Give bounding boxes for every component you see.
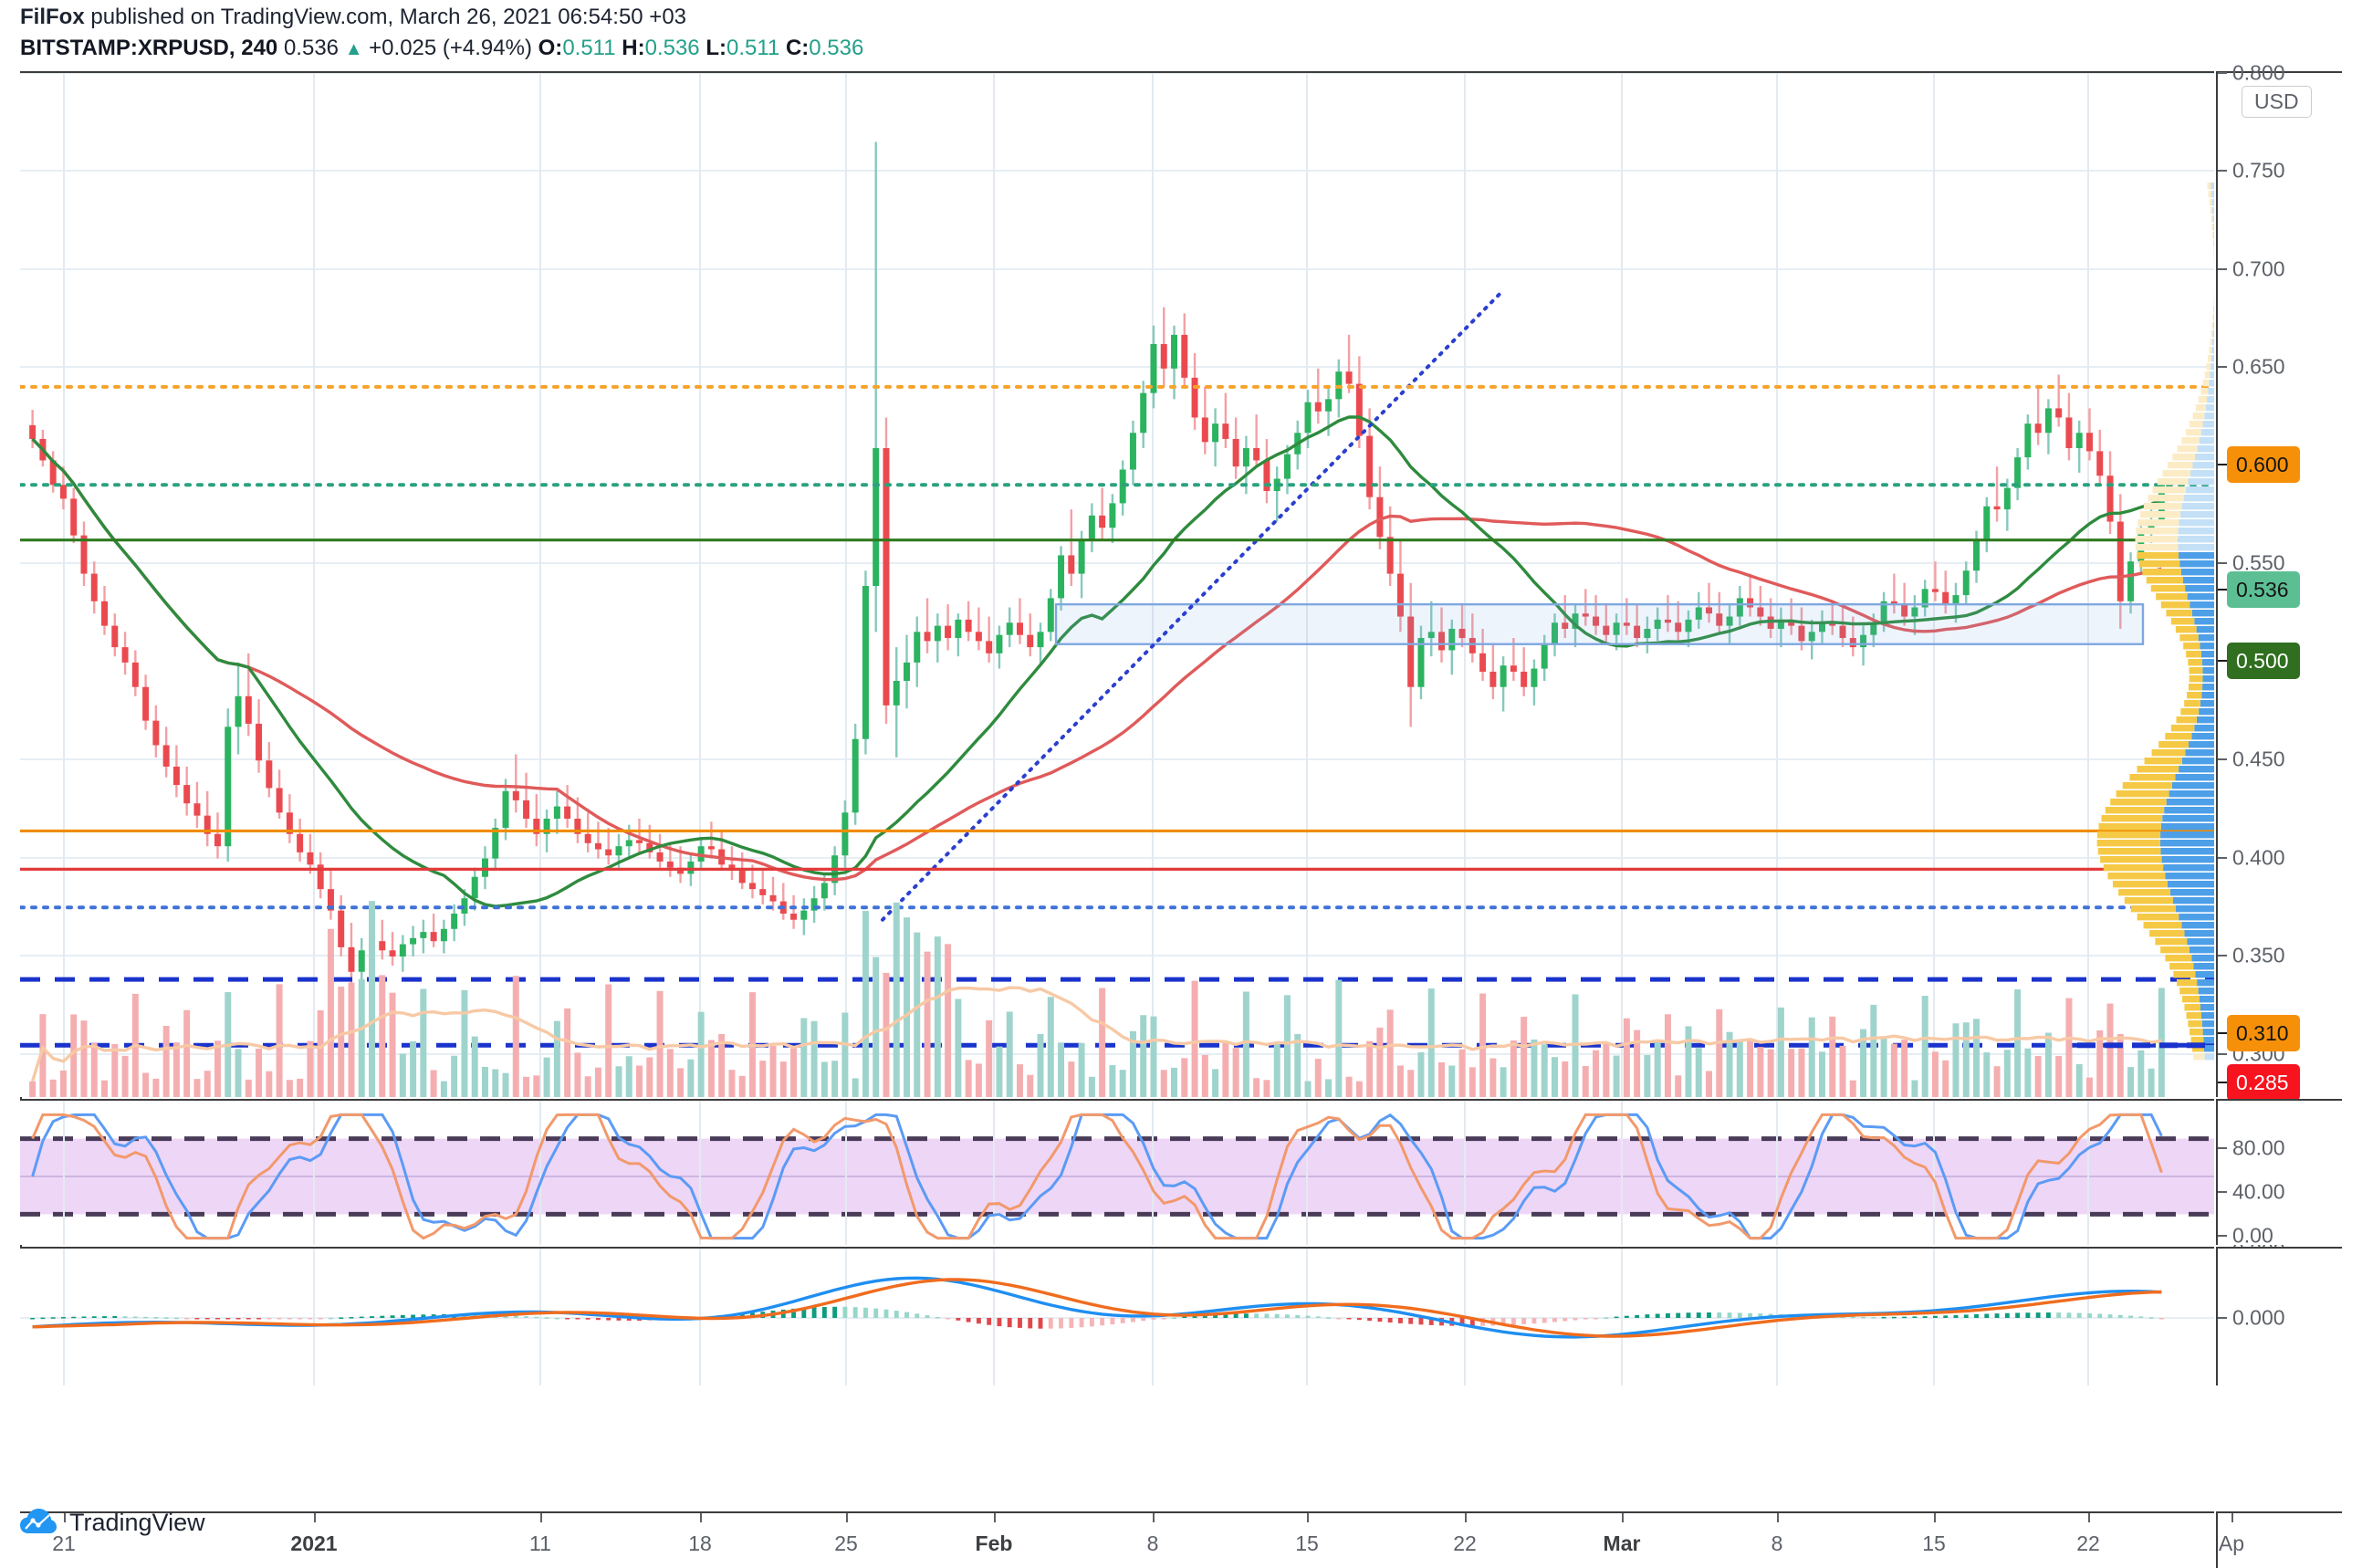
stoch-tick-label: 40.00 [2232,1180,2285,1205]
time-axis-right-corner [2216,1511,2342,1568]
volume-histogram [29,901,2165,1097]
price-tick-mark [2218,1053,2227,1055]
close-key: C: [786,36,809,60]
triangle-up-icon: ▲ [345,39,363,59]
time-tick-label: 8 [1147,1531,1159,1556]
currency-chip[interactable]: USD [2242,86,2312,118]
price-tick-mark [2218,366,2227,368]
time-tick-mark [994,1513,996,1522]
price-tick-label: 0.750 [2232,159,2285,183]
price-tick-label: 0.650 [2232,355,2285,380]
price-badge[interactable]: 0.310 [2227,1015,2300,1051]
time-tick-label: 22 [1453,1531,1477,1556]
time-tick-label: 8 [1772,1531,1783,1556]
time-tick-mark [1934,1513,1936,1522]
stoch-tick-label: 0.00 [2232,1224,2273,1249]
time-tick-mark [314,1513,316,1522]
price-tick-mark [2218,955,2227,956]
price-tick-label: 0.800 [2232,61,2285,86]
stoch-tick-label: 80.00 [2232,1136,2285,1161]
macd-tick-label: 0.000 [2232,1306,2285,1331]
stochastic-canvas[interactable] [20,1101,2214,1245]
price-tick-label: 0.400 [2232,846,2285,871]
price-badge[interactable]: 0.500 [2227,643,2300,679]
tradingview-wordmark: TradingView [69,1509,205,1537]
price-badge[interactable]: 0.285 [2227,1064,2300,1101]
change-absolute: +0.025 [369,36,436,60]
price-tick-mark [2218,268,2227,270]
price-gridlines [20,73,2214,1097]
high-key: H: [622,36,644,60]
price-tick-label: 0.700 [2232,257,2285,282]
candlestick-series [29,141,2165,1002]
macd-line [33,1278,2162,1337]
footer-branding: TradingView [20,1504,205,1541]
time-tick-label: 18 [688,1531,712,1556]
macd-scale: 0.000 [2216,1247,2342,1385]
value-area-rectangle[interactable] [1056,604,2143,644]
high-value: 0.536 [645,36,700,60]
chart-header: FilFox published on TradingView.com, Mar… [20,4,1845,63]
price-pane[interactable] [20,71,2214,1097]
price-tick-mark [2218,562,2227,564]
price-tick-label: 0.450 [2232,747,2285,772]
price-badge[interactable]: 0.536 [2227,571,2300,608]
symbol-label[interactable]: BITSTAMP:XRPUSD, 240 [20,36,277,60]
time-tick-label: 11 [529,1531,551,1556]
time-tick-label: Mar [1604,1531,1641,1556]
price-tick-mark [2218,72,2227,74]
price-tick-label: 0.350 [2232,944,2285,968]
time-tick-mark [1153,1513,1155,1522]
time-tick-mark [1777,1513,1779,1522]
time-tick-mark [1622,1513,1624,1522]
price-tick-mark [2218,170,2227,172]
time-tick-label: 2021 [290,1531,337,1556]
price-badge[interactable]: 0.600 [2227,446,2300,483]
open-key: O: [538,36,563,60]
moving-average-fast-line [33,417,2162,906]
tradingview-cloud-icon [20,1509,57,1536]
macd-canvas[interactable] [20,1249,2214,1385]
time-tick-mark [2088,1513,2090,1522]
time-tick-mark [700,1513,702,1522]
publication-line: FilFox published on TradingView.com, Mar… [20,4,1845,31]
stochastic-pane[interactable] [20,1099,2214,1245]
price-tick-mark [2218,758,2227,760]
change-percent: (+4.94%) [443,36,532,60]
time-tick-mark [540,1513,542,1522]
last-price: 0.536 [284,36,339,60]
time-tick-label: 22 [2076,1531,2100,1556]
time-tick-mark [846,1513,848,1522]
time-tick-label: 25 [834,1531,858,1556]
open-value: 0.511 [562,36,615,60]
low-value: 0.511 [726,36,779,60]
close-value: 0.536 [809,36,863,60]
stochastic-band [20,1101,2214,1245]
macd-signal-line [33,1280,2162,1336]
low-key: L: [705,36,726,60]
price-tick-mark [2218,857,2227,859]
published-text: published on TradingView.com, March 26, … [90,5,686,29]
macd-pane[interactable] [20,1247,2214,1385]
author-name: FilFox [20,5,85,29]
symbol-quote-line: BITSTAMP:XRPUSD, 240 0.536 ▲ +0.025 (+4.… [20,35,1845,63]
time-tick-mark [1307,1513,1309,1522]
time-tick-label: Feb [976,1531,1013,1556]
time-tick-label: 15 [1295,1531,1319,1556]
time-tick-label: 15 [1922,1531,1946,1556]
price-chart-canvas[interactable] [20,73,2214,1097]
time-tick-mark [1465,1513,1467,1522]
moving-average-slow-line [33,439,2162,880]
